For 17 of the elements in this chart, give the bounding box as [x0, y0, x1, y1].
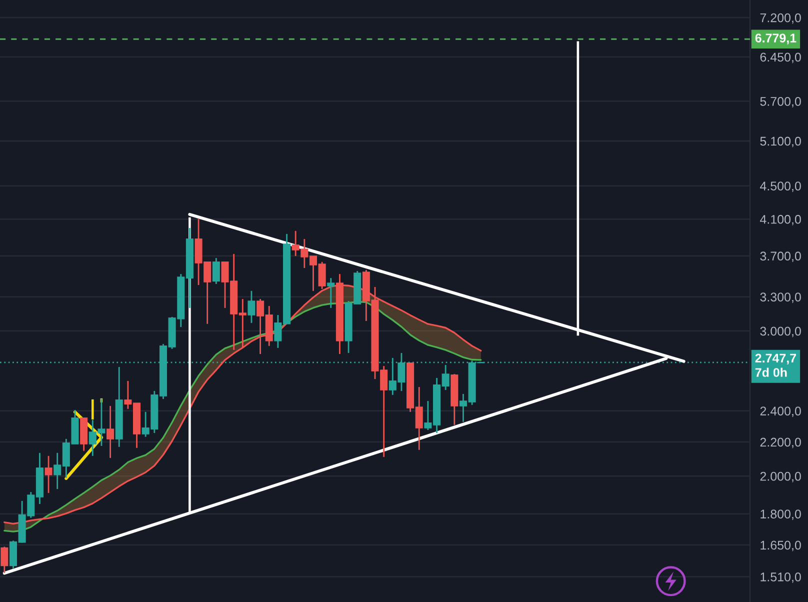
- y-tick-label: 5.700,0: [760, 96, 801, 108]
- y-tick-label: 1.510,0: [760, 572, 801, 583]
- y-tick-label: 1.650,0: [760, 540, 801, 552]
- y-tick-label: 4.500,0: [760, 182, 801, 192]
- y-tick-label: 3.700,0: [760, 252, 801, 262]
- y-tick-label: 4.100,0: [760, 214, 801, 226]
- ref-line-label: 6.779,1: [755, 34, 796, 44]
- y-tick-label: 2.200,0: [760, 438, 801, 448]
- y-tick-label: 6.450,0: [760, 52, 801, 64]
- ref-line-label: 2.747,7 7d 0h: [755, 354, 796, 377]
- y-tick-label: 7.200,0: [760, 13, 801, 24]
- y-tick-label: 3.000,0: [760, 326, 801, 338]
- y-tick-label: 2.000,0: [760, 472, 801, 482]
- y-tick-label: 2.400,0: [760, 406, 801, 417]
- y-tick-label: 5.100,0: [760, 136, 801, 148]
- y-tick-label: 3.300,0: [760, 292, 801, 303]
- y-tick-label: 1.800,0: [760, 510, 801, 520]
